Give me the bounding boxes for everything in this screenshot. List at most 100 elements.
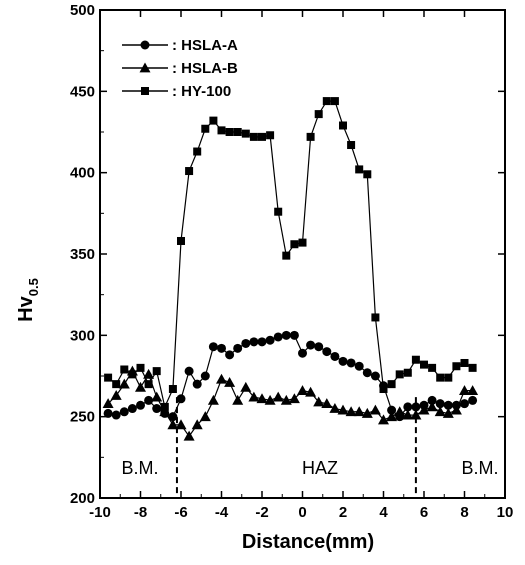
y-tick-label: 200	[70, 490, 95, 507]
data-point-triangle	[280, 394, 292, 405]
data-point-square	[363, 170, 372, 179]
data-point-triangle	[118, 378, 130, 389]
x-tick-label: 6	[420, 504, 428, 521]
data-point-triangle	[288, 393, 300, 404]
data-point-circle	[225, 350, 235, 360]
data-point-square	[314, 110, 323, 119]
legend-label: : HSLA-B	[172, 60, 238, 77]
data-point-circle	[298, 348, 307, 358]
data-point-square	[444, 373, 453, 382]
data-point-square	[420, 360, 428, 369]
data-point-triangle	[102, 398, 114, 409]
data-point-square	[468, 363, 477, 372]
legend: : HSLA-A : HSLA-B : HY-100	[122, 37, 238, 100]
annotation-layer	[175, 397, 417, 498]
x-tick-label: 2	[339, 504, 347, 521]
data-point-circle	[265, 335, 275, 345]
y-tick-label: 400	[70, 165, 95, 182]
data-point-circle	[370, 371, 380, 381]
data-point-triangle	[143, 368, 155, 379]
data-point-square	[306, 132, 315, 141]
data-point-circle	[257, 337, 267, 347]
data-point-square	[395, 370, 404, 379]
data-point-square	[201, 124, 210, 133]
series-triangle	[102, 365, 479, 441]
data-point-square	[112, 380, 121, 389]
data-point-triangle	[135, 381, 146, 392]
x-axis-label: Distance(mm)	[242, 531, 374, 553]
data-point-square	[330, 97, 339, 106]
data-point-circle	[314, 342, 324, 352]
data-point-square	[152, 367, 161, 376]
data-point-circle	[443, 400, 453, 410]
data-point-circle	[168, 412, 178, 422]
data-point-square	[209, 116, 218, 125]
data-point-circle	[233, 343, 243, 353]
plot-frame	[99, 9, 506, 499]
data-point-square	[379, 385, 388, 394]
data-point-circle	[241, 338, 251, 348]
x-tick-label: -8	[134, 504, 147, 521]
data-point-triangle	[450, 404, 462, 415]
data-point-triangle	[378, 414, 389, 425]
data-point-circle	[427, 395, 437, 405]
data-point-triangle	[369, 404, 381, 415]
data-point-square	[452, 362, 461, 371]
data-point-triangle	[386, 411, 398, 422]
data-point-circle	[460, 399, 469, 409]
data-point-triangle	[321, 398, 333, 409]
data-point-triangle	[207, 394, 219, 405]
data-point-square	[339, 121, 347, 130]
data-point-triangle	[313, 396, 325, 407]
legend-label: : HSLA-A	[172, 37, 238, 54]
x-tick-label: 4	[379, 504, 388, 521]
series-line	[107, 369, 473, 438]
y-axis-label-main: Hv	[15, 295, 37, 321]
data-point-triangle	[459, 385, 470, 396]
data-point-square	[322, 97, 331, 106]
data-point-circle	[346, 358, 356, 368]
legend-label: : HY-100	[172, 83, 231, 100]
data-point-triangle	[402, 409, 414, 420]
legend-marker-square	[141, 87, 149, 95]
data-point-square	[387, 380, 396, 389]
data-point-circle	[136, 400, 145, 410]
data-point-circle	[322, 347, 332, 357]
data-point-square	[193, 147, 202, 156]
data-point-circle	[403, 402, 413, 412]
data-point-square	[136, 363, 145, 372]
data-point-circle	[176, 394, 186, 404]
data-point-triangle	[248, 391, 260, 402]
data-point-circle	[468, 395, 478, 405]
data-point-triangle	[110, 390, 122, 400]
y-tick-label: 450	[70, 83, 95, 100]
data-point-triangle	[183, 430, 195, 441]
data-point-triangle	[151, 391, 163, 402]
data-point-circle	[273, 332, 283, 342]
data-point-circle	[411, 402, 421, 412]
y-tick-label: 350	[70, 246, 95, 263]
data-point-square	[436, 373, 445, 382]
data-point-circle	[111, 410, 121, 420]
annotation-bm-right: B.M.	[461, 458, 498, 478]
data-point-circle	[289, 330, 299, 340]
data-point-square	[347, 141, 356, 150]
data-point-square	[274, 207, 283, 216]
annotation-haz: HAZ	[302, 458, 338, 478]
data-point-square	[282, 251, 291, 260]
x-tick-label: 10	[497, 504, 514, 521]
data-point-triangle	[232, 394, 244, 405]
data-point-circle	[362, 368, 372, 378]
data-point-circle	[192, 379, 202, 389]
data-point-triangle	[467, 385, 479, 396]
data-point-square	[160, 402, 169, 411]
data-point-circle	[184, 366, 194, 376]
data-point-circle	[127, 404, 137, 414]
data-point-circle	[306, 340, 316, 350]
data-point-triangle	[305, 386, 317, 397]
data-point-triangle	[329, 403, 341, 413]
data-point-square	[411, 355, 420, 364]
data-point-square	[371, 313, 380, 322]
data-point-square	[217, 126, 226, 135]
data-point-circle	[152, 404, 162, 414]
